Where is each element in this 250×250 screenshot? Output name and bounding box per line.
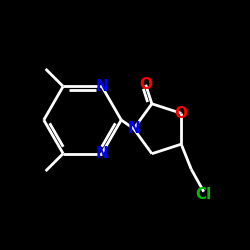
Text: Cl: Cl [196,187,212,202]
Text: N: N [96,79,108,94]
Text: O: O [139,77,152,92]
Text: N: N [96,146,108,161]
Text: O: O [175,106,188,121]
Text: N: N [128,121,140,136]
